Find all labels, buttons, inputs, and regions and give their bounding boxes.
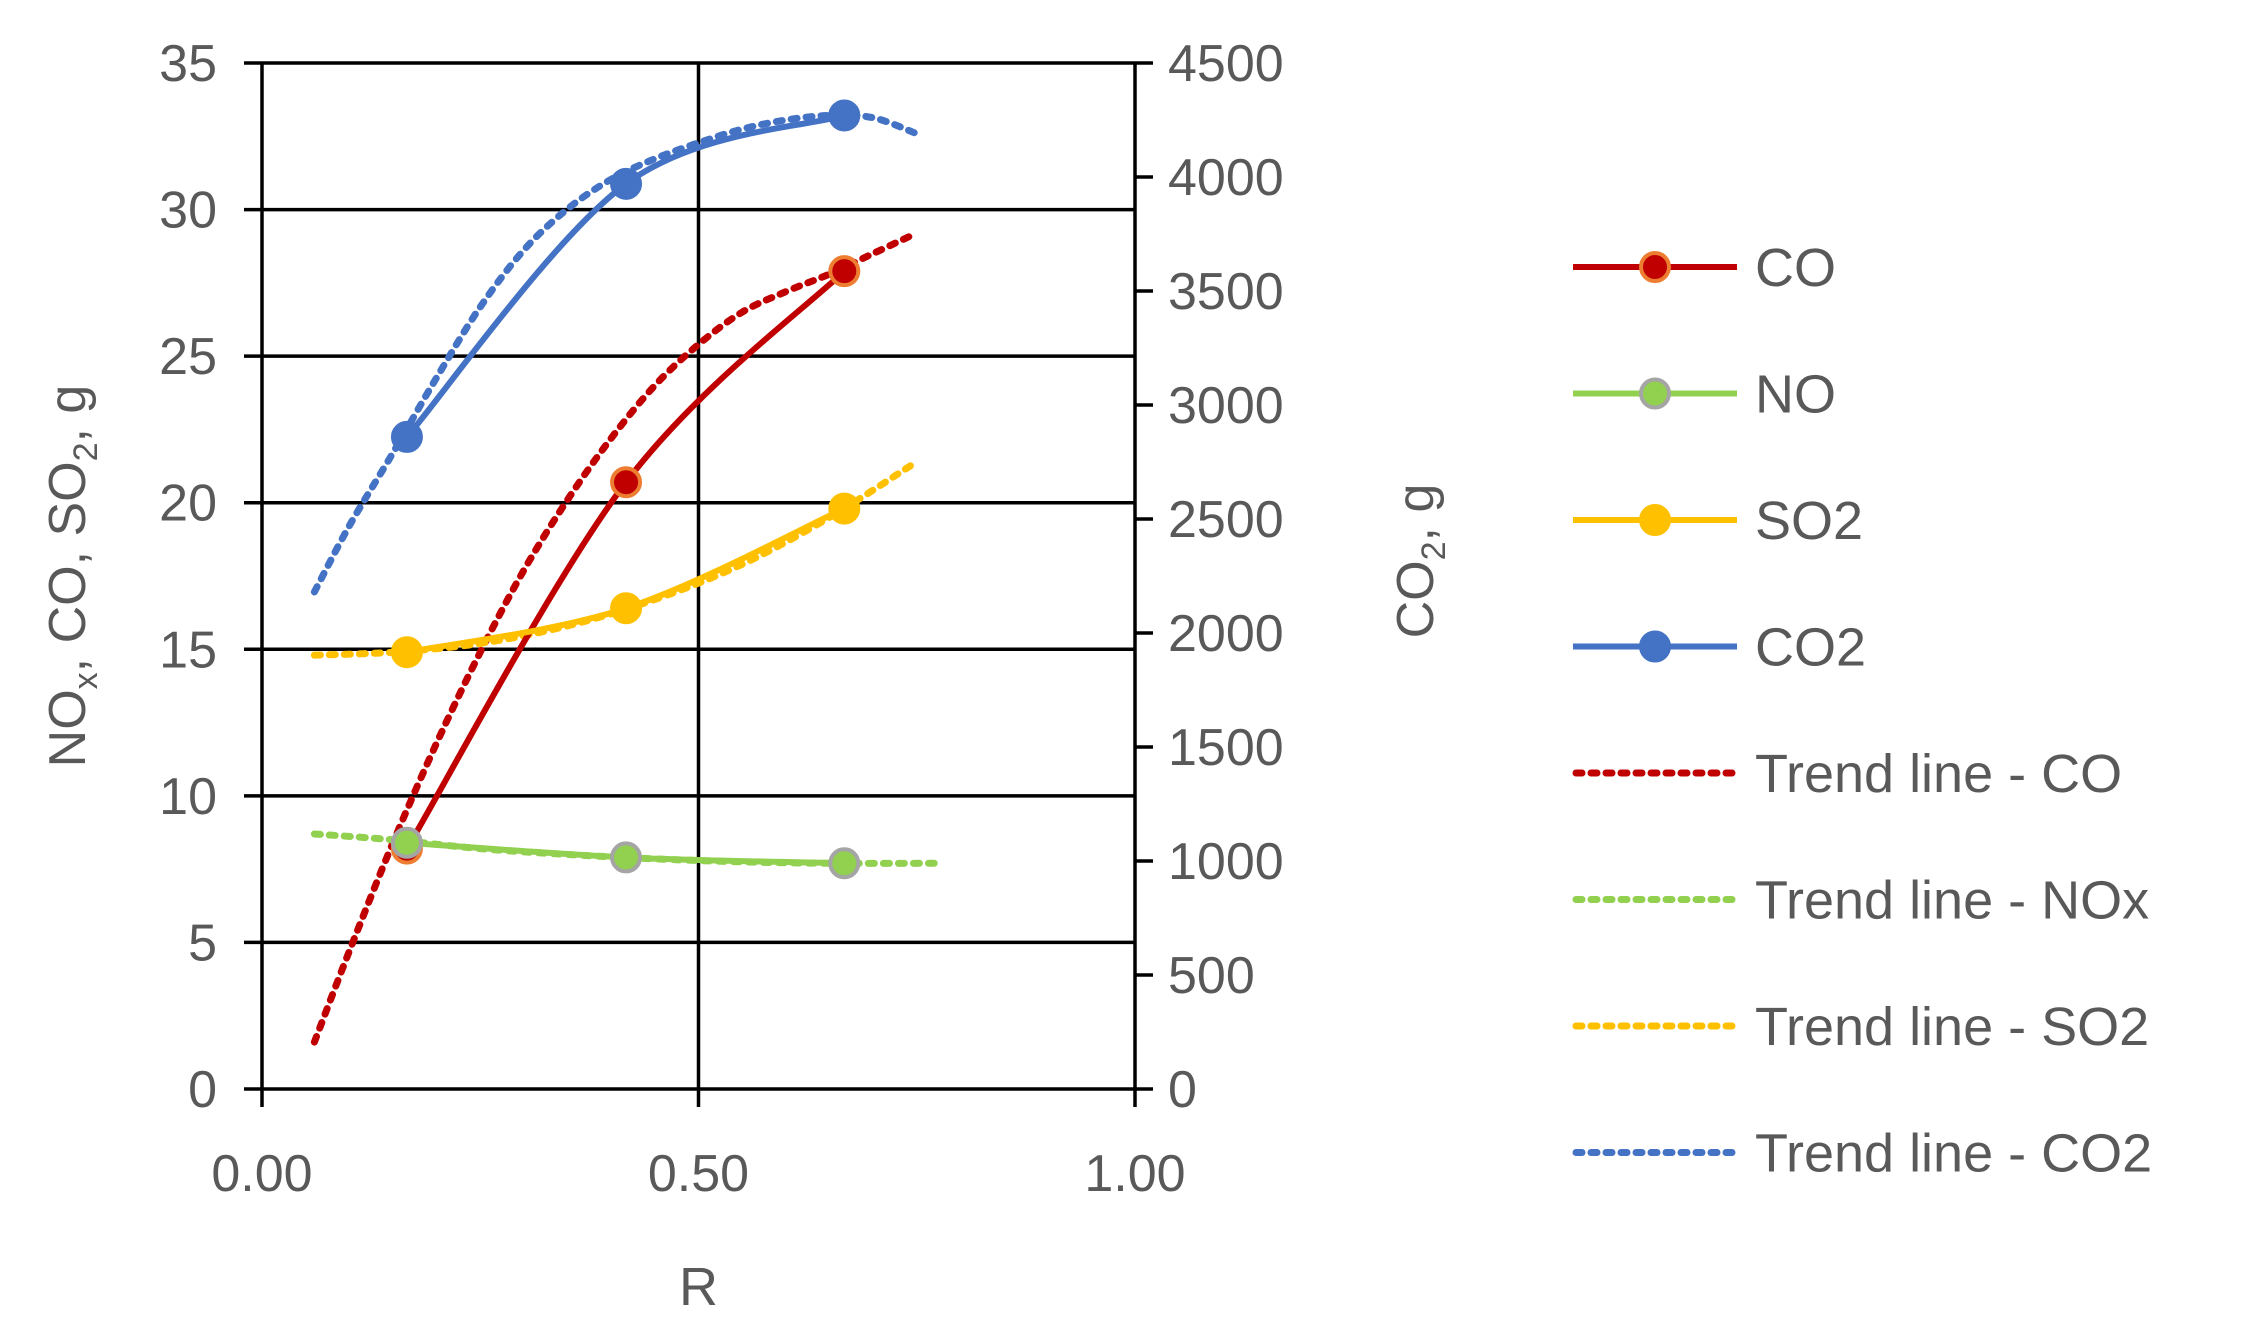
legend-label: Trend line - SO2 — [1755, 997, 2149, 1057]
data-point-co — [610, 466, 643, 499]
x-tick-label: 1.00 — [1084, 1145, 1185, 1203]
y-left-tick-label: 35 — [159, 35, 217, 93]
legend-marker-swatch — [1639, 630, 1671, 663]
y-left-tick-label: 0 — [188, 1061, 217, 1119]
data-point-no — [610, 841, 643, 874]
y-right-tick-label: 4000 — [1168, 149, 1284, 207]
y-left-title-part: , g — [39, 385, 97, 443]
y-left-tick-label: 15 — [159, 621, 217, 679]
y-left-title-subscript: x — [67, 672, 105, 689]
y-right-title-subscript: 2 — [1415, 541, 1453, 560]
y-right-tick-label: 3500 — [1168, 263, 1284, 321]
data-series — [390, 99, 861, 880]
y-left-tick-label: 25 — [159, 328, 217, 386]
y-right-tick-label: 500 — [1168, 947, 1255, 1005]
x-axis-title: R — [679, 1257, 718, 1317]
data-point-so2 — [828, 492, 861, 525]
x-tick-label: 0.50 — [648, 1145, 749, 1203]
legend-entry: CO2 — [1573, 618, 1866, 678]
legend-label: NO — [1755, 365, 1836, 425]
trend-lines — [310, 111, 938, 1046]
legend: CO NO SO2 CO2 Trend line - CO Trend line - NO… — [1572, 238, 2152, 1184]
legend-marker-swatch — [1639, 251, 1671, 283]
y-left-title-part: NO — [39, 689, 97, 767]
legend-label: Trend line - NOx — [1755, 871, 2149, 931]
legend-entry: Trend line - SO2 — [1572, 997, 2149, 1057]
legend-marker-swatch — [1639, 504, 1671, 536]
y-right-title-part: CO — [1387, 560, 1445, 638]
y-right-tick-label: 2000 — [1168, 605, 1284, 663]
data-point-so2 — [610, 592, 643, 625]
legend-label: Trend line - CO2 — [1755, 1124, 2152, 1184]
legend-marker-swatch — [1639, 377, 1671, 410]
legend-label: CO — [1755, 238, 1836, 298]
y-right-tick-label: 3000 — [1168, 377, 1284, 435]
legend-label: CO2 — [1755, 618, 1866, 678]
y-left-title-part: , CO, SO — [39, 461, 97, 672]
tick-labels: 0 5 10 15 20 25 30 35 0 500 1000 1500 2000 2500 3000 35… — [159, 35, 1284, 1203]
data-point-no — [828, 847, 861, 880]
x-tick-label: 0.00 — [211, 1145, 312, 1203]
axes — [244, 61, 1153, 1107]
y-right-tick-label: 0 — [1168, 1061, 1197, 1119]
data-point-co — [828, 255, 861, 288]
y-left-tick-label: 10 — [159, 768, 217, 826]
data-point-no — [390, 826, 423, 859]
legend-entry: NO — [1573, 365, 1836, 425]
y-right-tick-label: 4500 — [1168, 35, 1284, 93]
y-left-tick-label: 20 — [159, 475, 217, 533]
y-right-title-part: , g — [1387, 484, 1445, 542]
legend-entry: Trend line - CO — [1572, 744, 2122, 804]
legend-label: SO2 — [1755, 491, 1863, 551]
data-point-co2 — [610, 167, 643, 200]
data-point-so2 — [390, 636, 423, 669]
legend-entry: SO2 — [1573, 491, 1863, 551]
gridlines — [260, 61, 1137, 1091]
data-point-co2 — [390, 420, 423, 453]
y-right-tick-label: 2500 — [1168, 491, 1284, 549]
y-left-tick-label: 5 — [188, 914, 217, 972]
legend-label: Trend line - CO — [1755, 744, 2122, 804]
data-point-co2 — [828, 99, 861, 132]
legend-entry: Trend line - CO2 — [1572, 1124, 2152, 1184]
y-left-tick-label: 30 — [159, 182, 217, 240]
series-line-co2 — [403, 112, 848, 440]
legend-entry: Trend line - NOx — [1572, 871, 2149, 931]
y-left-axis-title: NOx, CO, SO2, g — [39, 385, 105, 768]
y-right-axis-title: CO2, g — [1387, 484, 1453, 639]
y-right-tick-label: 1500 — [1168, 719, 1284, 777]
y-left-title-subscript: 2 — [67, 442, 105, 461]
series-line-so2 — [403, 505, 848, 656]
legend-entry: CO — [1573, 238, 1836, 298]
y-right-tick-label: 1000 — [1168, 833, 1284, 891]
